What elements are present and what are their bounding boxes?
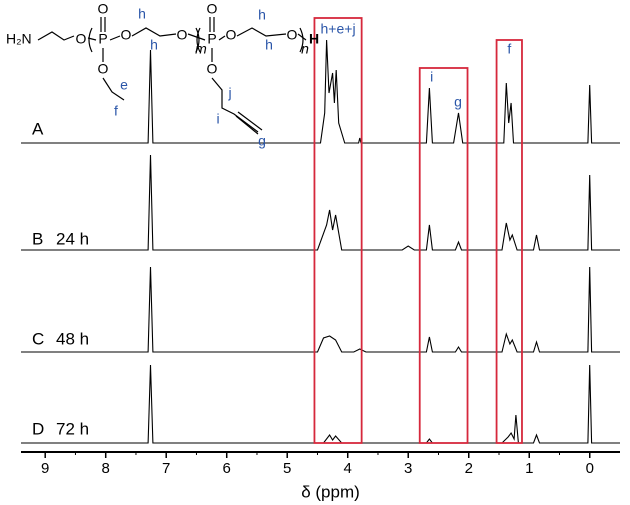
spectrum-label: A bbox=[32, 119, 44, 138]
x-tick-label: 1 bbox=[525, 460, 533, 477]
structure-label: f bbox=[114, 103, 118, 119]
spectrum-time: 24 h bbox=[56, 229, 89, 248]
x-tick-label: 7 bbox=[162, 460, 170, 477]
structure-label: H bbox=[309, 31, 319, 47]
spectrum bbox=[21, 154, 620, 251]
structure-label: O bbox=[207, 61, 218, 77]
bond bbox=[102, 77, 125, 101]
x-tick-label: 0 bbox=[586, 460, 594, 477]
structure-label: i bbox=[216, 111, 219, 127]
spectrum bbox=[21, 39, 620, 144]
spectrum-label: B bbox=[32, 229, 43, 248]
structure-label: n bbox=[301, 41, 309, 57]
structure-label: P bbox=[98, 31, 107, 47]
bracket bbox=[299, 27, 304, 53]
spectrum-time: 72 h bbox=[56, 419, 89, 438]
structure-label: O bbox=[287, 27, 298, 43]
box-label: i bbox=[430, 69, 433, 85]
bond bbox=[109, 35, 121, 41]
spectrum-label: C bbox=[32, 329, 44, 348]
x-tick-label: 6 bbox=[223, 460, 231, 477]
bond bbox=[37, 31, 75, 41]
structure-label: j bbox=[227, 85, 231, 101]
structure-label: g bbox=[258, 133, 266, 149]
box-label: g bbox=[454, 94, 462, 110]
structure-label: O bbox=[98, 61, 109, 77]
x-tick-label: 4 bbox=[344, 460, 352, 477]
structure-label: H₂N bbox=[6, 31, 32, 47]
structure-label: P bbox=[207, 31, 216, 47]
x-tick-label: 8 bbox=[102, 460, 110, 477]
spectrum bbox=[21, 364, 620, 444]
bracket bbox=[88, 27, 93, 53]
structure-label: h bbox=[150, 37, 158, 53]
bond bbox=[236, 27, 287, 37]
highlight-box bbox=[313, 17, 363, 444]
structure-label: m bbox=[195, 41, 207, 57]
bond bbox=[211, 77, 259, 133]
structure-label: h bbox=[258, 7, 266, 23]
highlight-box bbox=[418, 67, 469, 444]
structure-label: O bbox=[226, 27, 237, 43]
bond bbox=[131, 27, 177, 37]
bond bbox=[235, 115, 259, 135]
box-label: h+e+j bbox=[321, 21, 356, 37]
bracket bbox=[196, 27, 201, 53]
structure-label: O bbox=[177, 27, 188, 43]
structure-label: O bbox=[121, 27, 132, 43]
box-label: f bbox=[507, 41, 511, 57]
spectrum-label: D bbox=[32, 419, 44, 438]
structure-label: h bbox=[138, 6, 146, 22]
structure-label: e bbox=[120, 77, 128, 93]
x-axis-label: δ (ppm) bbox=[301, 482, 360, 501]
x-tick-label: 3 bbox=[404, 460, 412, 477]
structure-label: O bbox=[207, 1, 218, 17]
x-tick-label: 2 bbox=[465, 460, 473, 477]
highlight-box bbox=[495, 39, 523, 444]
x-tick-label: 9 bbox=[41, 460, 49, 477]
bond bbox=[187, 33, 206, 41]
structure-label: h bbox=[265, 37, 273, 53]
structure-bonds bbox=[37, 17, 307, 135]
bond bbox=[237, 111, 263, 131]
bond bbox=[218, 35, 226, 41]
structure-label: O bbox=[76, 31, 87, 47]
x-tick-label: 5 bbox=[283, 460, 291, 477]
bond bbox=[297, 33, 307, 41]
structure-label: O bbox=[98, 1, 109, 17]
spectrum-time: 48 h bbox=[56, 329, 89, 348]
bracket bbox=[195, 27, 200, 53]
spectrum bbox=[21, 266, 620, 353]
